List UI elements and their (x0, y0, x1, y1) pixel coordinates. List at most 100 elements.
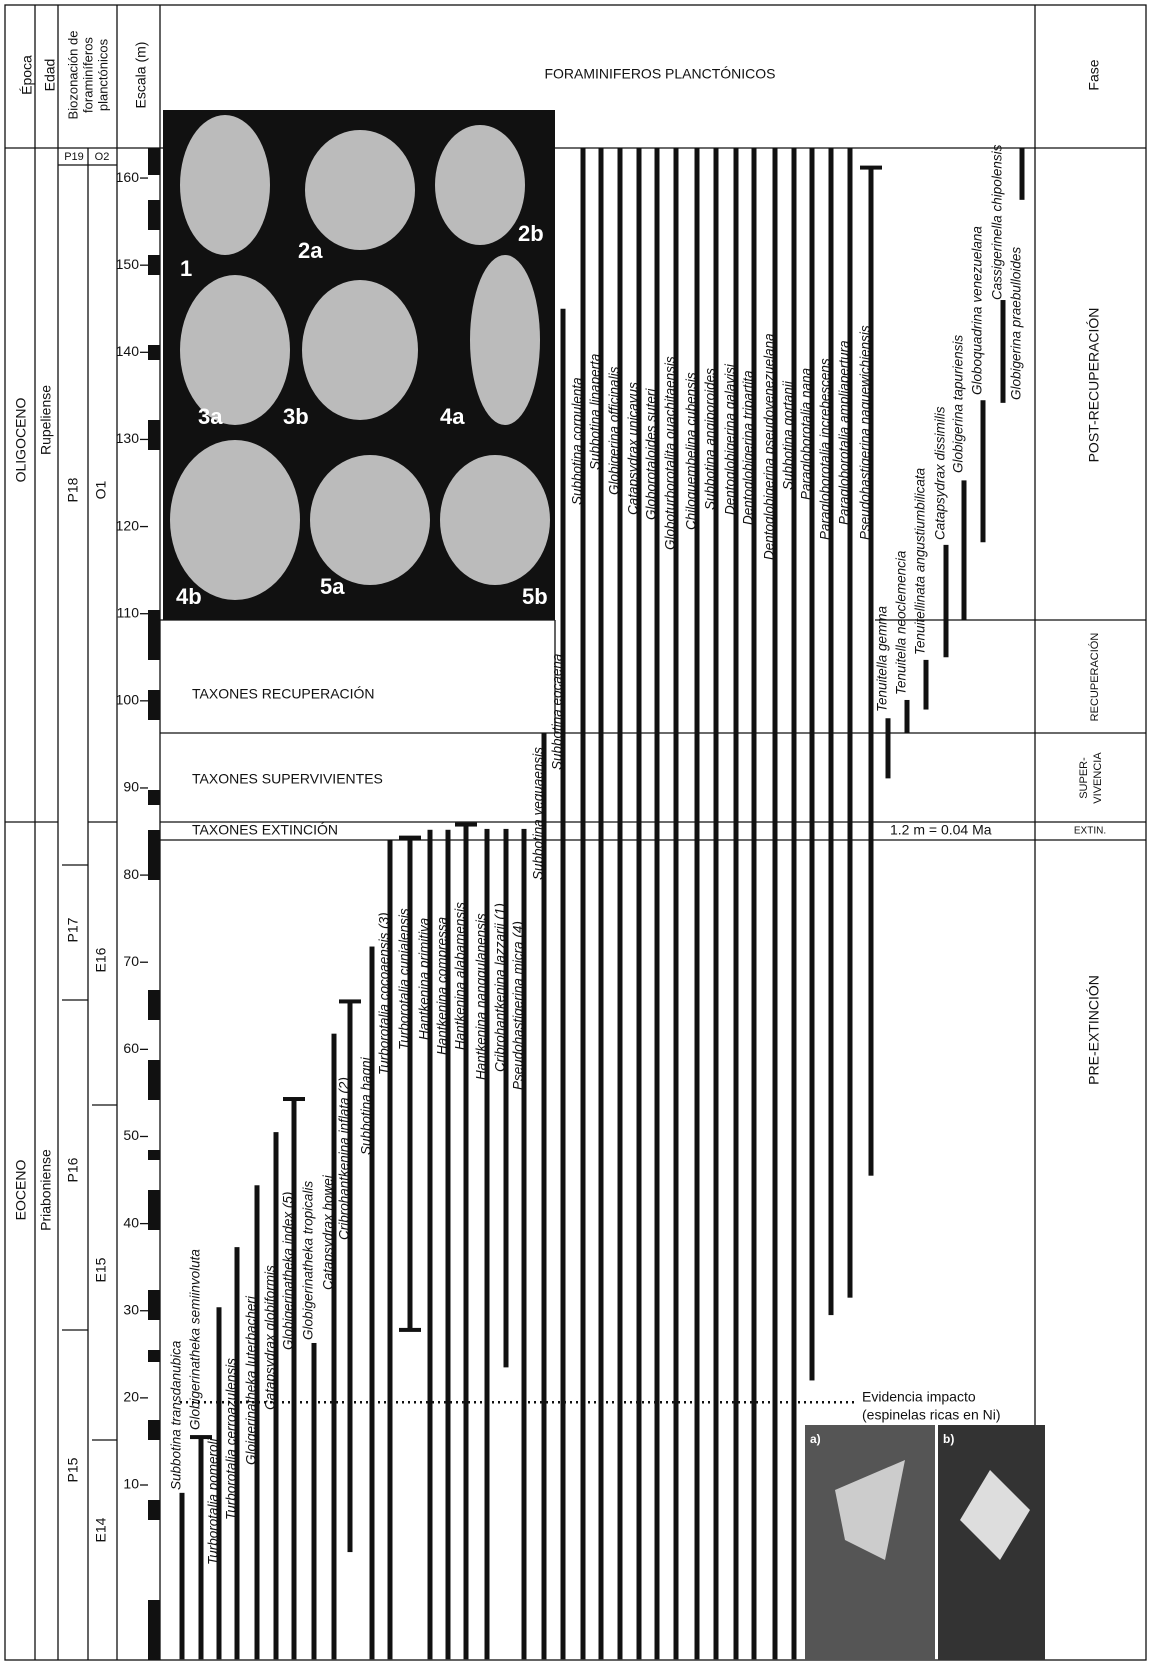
impact-note: (espinelas ricas en Ni) (862, 1407, 1001, 1423)
range-bar (829, 148, 834, 1315)
species-label: Catapsydrax unicavus (626, 382, 641, 515)
tick-label: 30 (123, 1301, 139, 1317)
impact-note: Evidencia impacto (862, 1389, 976, 1405)
zone: E14 (93, 1517, 109, 1542)
species-label: Hantkenina compressa (435, 916, 450, 1055)
species-label: Subbotina hagni (359, 1056, 374, 1155)
fossil (170, 440, 300, 600)
tick-label: 90 (123, 779, 139, 795)
age: Rupeliense (38, 385, 54, 455)
range-bar (924, 660, 929, 710)
range-bar (1020, 148, 1025, 199)
species-label: Subbotina yeguaensis (531, 747, 546, 880)
scale-segment (148, 1500, 160, 1520)
scale-segment (148, 1060, 160, 1100)
scale-segment (148, 610, 160, 660)
species-label: Tenuitella gemma (875, 605, 890, 712)
scale-segment (148, 148, 160, 175)
scale-segment (148, 1190, 160, 1230)
scale-segment (148, 830, 160, 880)
scale-segment (148, 200, 160, 230)
fossil (180, 275, 290, 425)
tick-label: 20 (123, 1389, 139, 1405)
range-bar (637, 148, 642, 1659)
range-chart: Época Edad Biozonación de foraminíferos … (0, 0, 1151, 1665)
scale-segment (148, 790, 160, 805)
zone: O1 (93, 480, 109, 499)
species-label: Pseudohastigerina micra (4) (511, 921, 526, 1090)
species-label: Catapsydrax howei (321, 1174, 336, 1290)
photo-label: 4a (440, 404, 465, 429)
range-bar (312, 1343, 317, 1659)
species-label: Globigerinatheka tropicalis (301, 1181, 316, 1340)
tick-label: 160 (116, 169, 140, 185)
photo-label: 4b (176, 584, 202, 609)
fossil (440, 455, 550, 585)
species-label: Globoquadrina venezuelana (970, 226, 985, 395)
tick-label: 40 (123, 1214, 139, 1230)
range-bar (869, 168, 874, 1176)
species-label: Turborotalia cunialensis (397, 908, 412, 1050)
species-label: Globigerina officinalis (607, 366, 622, 495)
species-label: Cassigerinella chipolensis (990, 144, 1005, 300)
range-bar (792, 148, 797, 1659)
phase: PRE-EXTINCIÓN (1086, 975, 1102, 1085)
fossil (310, 455, 430, 585)
header-taxa: FORAMINIFEROS PLANCTÓNICOS (544, 66, 775, 82)
fossil (305, 130, 415, 250)
species-label: Tenuitellinata angustiumbilicata (913, 467, 928, 655)
species-label: Dentoglobigerina galavisi (723, 363, 738, 515)
species-label: Dentoglobigerina tripartita (741, 370, 756, 525)
species-label: Globorotaloides suteri (644, 388, 659, 520)
fossil (180, 115, 270, 255)
species-label: Dentoglobigerina pseudovenezuelana (762, 333, 777, 560)
species-label: Turborotalia pomeroli (206, 1437, 221, 1565)
range-bar (292, 1099, 297, 1659)
range-bar (581, 148, 586, 1659)
tick-label: 80 (123, 866, 139, 882)
header-epoch: Época (19, 55, 35, 95)
header-phase: Fase (1086, 59, 1102, 90)
species-label: Subbotina corpulenta (570, 377, 585, 505)
zone: P16 (65, 1157, 81, 1182)
species-label: Globoturborotalita ouachitaensis (663, 356, 678, 550)
species-label: Turborotalia cocoaensis (3) (377, 912, 392, 1075)
epoch: OLIGOCENO (13, 397, 29, 482)
range-bar (655, 148, 660, 1659)
species-label: Catapsydrax globiformis (263, 1265, 278, 1410)
zone: P18 (65, 477, 81, 502)
phase: SUPER- (1078, 757, 1090, 799)
species-label: Subbotina angiporoides (703, 368, 718, 510)
photo-label: 2a (298, 238, 323, 263)
header-age: Edad (42, 59, 58, 92)
base-marker (399, 1328, 421, 1332)
range-bar (370, 947, 375, 1660)
range-bar (962, 480, 967, 619)
tick-label: 140 (116, 343, 140, 359)
range-bar (848, 148, 853, 1297)
species-label: Hantkenina alabamensis (453, 902, 468, 1050)
species-label: Gloigerinatheka luterbacheri (244, 1295, 259, 1465)
zone: P19 (64, 151, 84, 163)
top-marker (455, 823, 477, 827)
tick-label: 120 (116, 517, 140, 533)
range-bar (561, 309, 566, 1660)
species-label: Cribrohantkenina inflata (2) (337, 1077, 352, 1240)
scale-segment (148, 1290, 160, 1320)
fossil (302, 280, 418, 420)
species-label: Globigerina praebulloides (1009, 247, 1024, 400)
zone: E15 (93, 1257, 109, 1282)
header-biozone: foraminíferos (80, 37, 95, 113)
tick-label: 10 (123, 1476, 139, 1492)
scale-segment (148, 1600, 160, 1660)
fossils (170, 115, 550, 600)
panel-label: TAXONES RECUPERACIÓN (192, 686, 375, 702)
tick-label: 50 (123, 1127, 139, 1143)
species-label: Tenuitella neoclemencia (894, 550, 909, 695)
range-bar (180, 1493, 185, 1659)
species-label: Subbotina transdanubica (169, 1340, 184, 1490)
zone: P15 (65, 1457, 81, 1482)
species-label: Globigerinatheka semiinvoluta (188, 1249, 203, 1430)
panel-label: TAXONES EXTINCIÓN (192, 822, 338, 838)
species-label: Subbotina eocaena (550, 653, 565, 770)
